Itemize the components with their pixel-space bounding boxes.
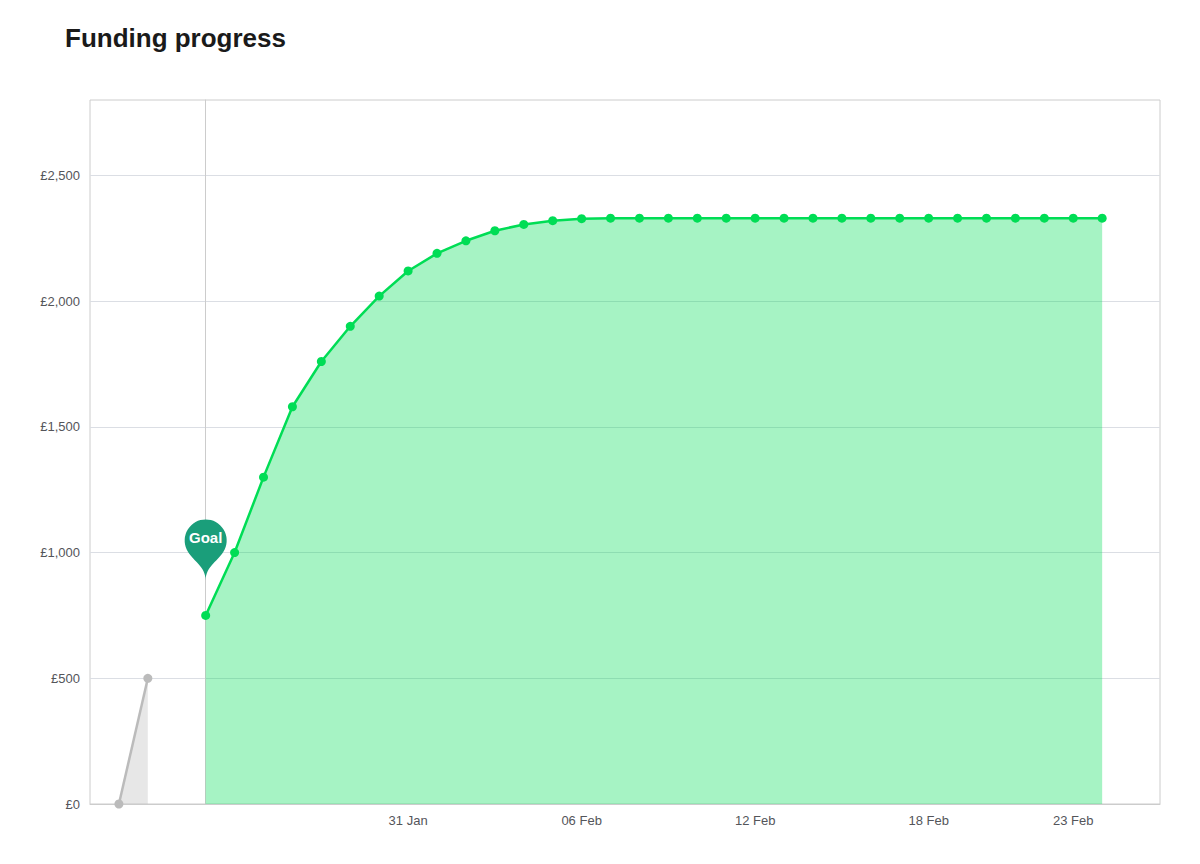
svg-text:23 Feb: 23 Feb (1053, 813, 1093, 828)
svg-text:£2,000: £2,000 (40, 294, 80, 309)
svg-text:18 Feb: 18 Feb (908, 813, 948, 828)
svg-text:12 Feb: 12 Feb (735, 813, 775, 828)
svg-text:31 Jan: 31 Jan (389, 813, 428, 828)
svg-text:£1,500: £1,500 (40, 419, 80, 434)
svg-text:£500: £500 (51, 671, 80, 686)
svg-text:£0: £0 (66, 797, 80, 812)
svg-text:£1,000: £1,000 (40, 545, 80, 560)
svg-text:06 Feb: 06 Feb (561, 813, 601, 828)
svg-text:£2,500: £2,500 (40, 168, 80, 183)
svg-text:Goal: Goal (189, 529, 222, 546)
svg-text:Funding progress: Funding progress (65, 23, 286, 53)
